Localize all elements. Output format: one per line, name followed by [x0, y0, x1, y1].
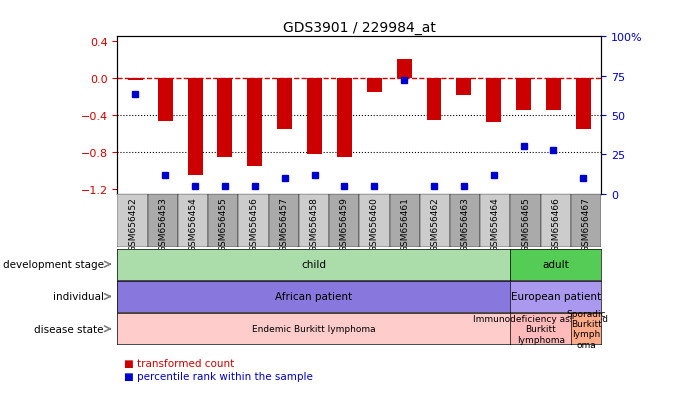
- Bar: [390, 194, 419, 248]
- Text: GSM656457: GSM656457: [279, 197, 288, 252]
- Text: ■ percentile rank within the sample: ■ percentile rank within the sample: [124, 371, 313, 381]
- Bar: [359, 194, 390, 248]
- Bar: [337, 79, 352, 157]
- Text: GSM656467: GSM656467: [582, 197, 591, 252]
- Text: GSM656459: GSM656459: [340, 197, 349, 252]
- Bar: [516, 79, 531, 111]
- Bar: [188, 79, 202, 176]
- Text: Endemic Burkitt lymphoma: Endemic Burkitt lymphoma: [252, 325, 376, 333]
- Bar: [397, 60, 412, 79]
- Text: GSM656461: GSM656461: [400, 197, 409, 252]
- Text: GSM656454: GSM656454: [189, 197, 198, 252]
- Text: Immunodeficiency associated
Burkitt
lymphoma: Immunodeficiency associated Burkitt lymp…: [473, 314, 608, 344]
- Text: development stage: development stage: [3, 259, 104, 270]
- Text: GSM656460: GSM656460: [370, 197, 379, 252]
- Text: GSM656455: GSM656455: [219, 197, 228, 252]
- Bar: [238, 194, 269, 248]
- Bar: [218, 79, 232, 157]
- Text: child: child: [301, 259, 326, 270]
- Bar: [117, 194, 148, 248]
- Text: GSM656462: GSM656462: [430, 197, 439, 252]
- Bar: [307, 79, 322, 154]
- Bar: [511, 194, 540, 248]
- Bar: [269, 194, 299, 248]
- Bar: [456, 79, 471, 95]
- Text: GSM656464: GSM656464: [491, 197, 500, 252]
- Bar: [419, 194, 450, 248]
- Text: GSM656463: GSM656463: [461, 197, 470, 252]
- Bar: [277, 79, 292, 130]
- Text: GSM656458: GSM656458: [310, 197, 319, 252]
- Bar: [546, 79, 561, 111]
- Bar: [576, 79, 591, 130]
- Title: GDS3901 / 229984_at: GDS3901 / 229984_at: [283, 21, 436, 35]
- Bar: [426, 79, 442, 120]
- Text: GSM656466: GSM656466: [551, 197, 560, 252]
- Bar: [450, 194, 480, 248]
- Text: GSM656453: GSM656453: [158, 197, 167, 252]
- Bar: [208, 194, 238, 248]
- Text: disease state: disease state: [34, 324, 104, 334]
- Text: GSM656456: GSM656456: [249, 197, 258, 252]
- Text: adult: adult: [542, 259, 569, 270]
- Bar: [329, 194, 359, 248]
- Bar: [299, 194, 329, 248]
- Text: ■ transformed count: ■ transformed count: [124, 358, 235, 368]
- Bar: [486, 79, 501, 123]
- Bar: [128, 79, 143, 81]
- Text: Sporadic
Burkitt
lymph
oma: Sporadic Burkitt lymph oma: [566, 309, 606, 349]
- Bar: [148, 194, 178, 248]
- Text: GSM656452: GSM656452: [128, 197, 137, 252]
- Bar: [158, 79, 173, 122]
- Bar: [571, 194, 601, 248]
- Bar: [247, 79, 263, 166]
- Text: GSM656465: GSM656465: [521, 197, 530, 252]
- Bar: [367, 79, 381, 93]
- Text: European patient: European patient: [511, 292, 601, 302]
- Text: African patient: African patient: [276, 292, 352, 302]
- Bar: [540, 194, 571, 248]
- Bar: [178, 194, 208, 248]
- Text: individual: individual: [53, 292, 104, 302]
- Bar: [480, 194, 511, 248]
